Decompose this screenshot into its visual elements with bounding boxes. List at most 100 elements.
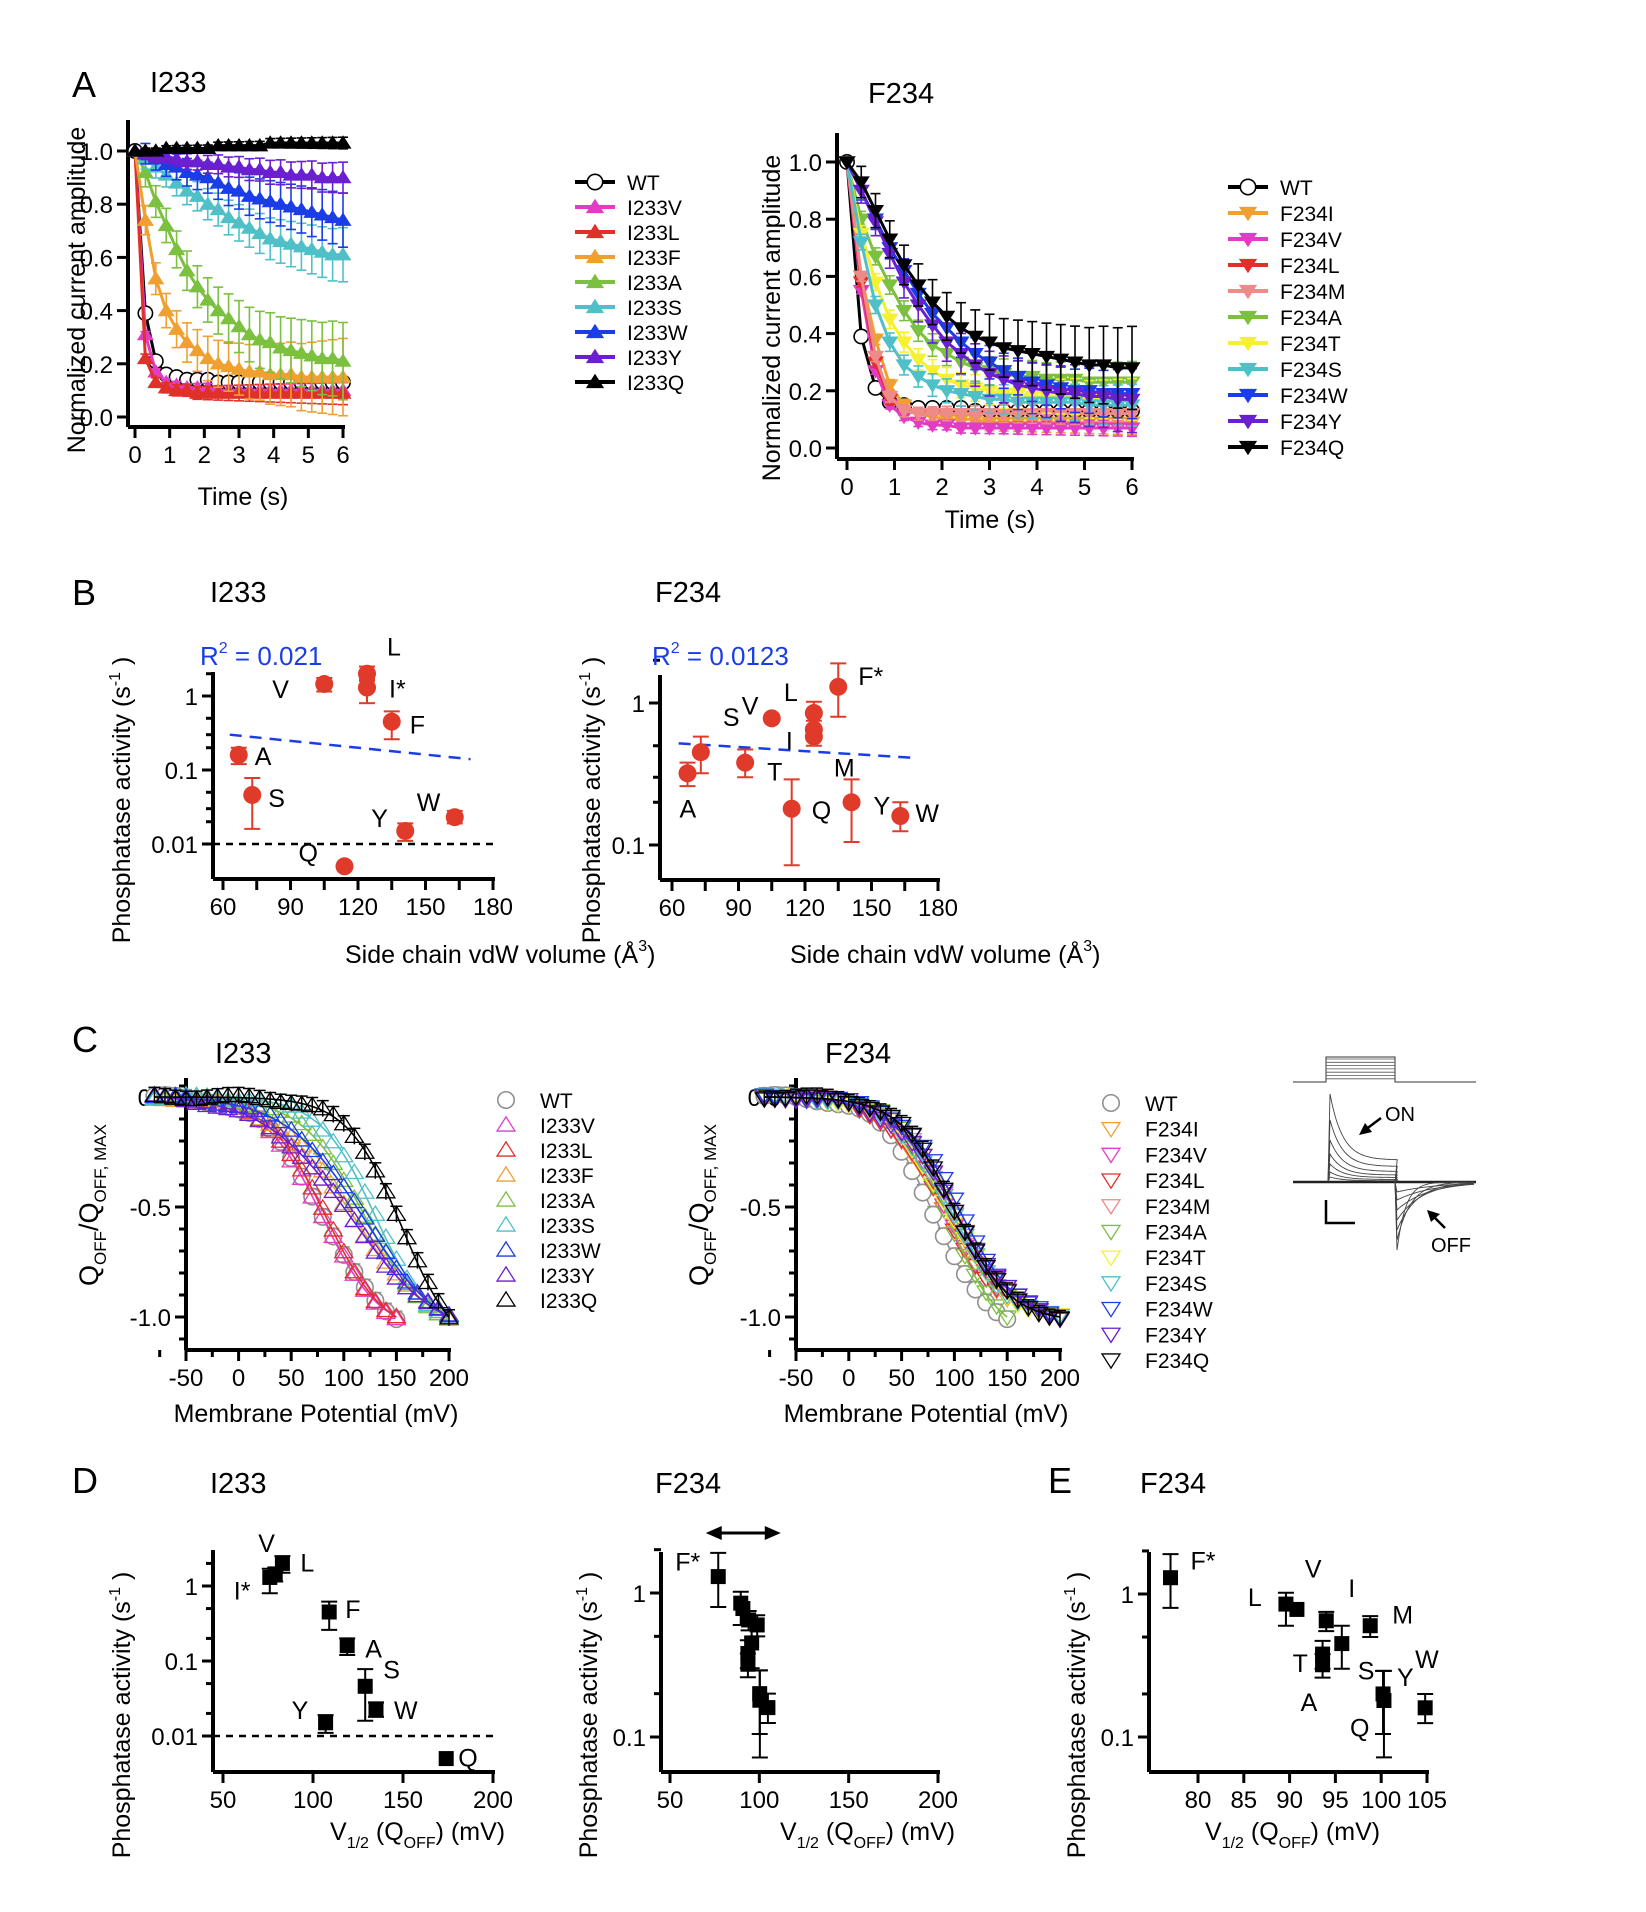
data-marker <box>270 1127 291 1144</box>
data-point <box>157 302 175 317</box>
panel-letter-c: C <box>72 1019 98 1060</box>
x-tick-label: 180 <box>918 895 958 922</box>
legend-label: F234T <box>1280 333 1341 356</box>
data-point <box>220 180 238 194</box>
data-point <box>909 279 927 293</box>
legend-marker <box>1100 1250 1122 1267</box>
point-label: M <box>1392 1602 1413 1630</box>
regression-line <box>678 742 916 760</box>
range-arrow-left-head <box>705 1526 722 1540</box>
data-point <box>282 135 300 149</box>
data-point-a: A <box>678 761 697 823</box>
data-point <box>866 204 885 219</box>
r-squared-sup: 2 <box>219 640 228 657</box>
data-point-m: M <box>804 725 855 783</box>
data-point <box>178 153 196 168</box>
data-marker <box>1018 1301 1039 1318</box>
legend-marker <box>585 248 605 264</box>
data-marker <box>396 1268 418 1286</box>
data-point <box>923 365 942 379</box>
y-axis-label: QOFF/QOFF, MAX <box>684 1124 720 1286</box>
data-marker <box>354 1182 376 1199</box>
data-point <box>136 143 154 157</box>
data-point <box>209 356 227 370</box>
point-label: Y <box>371 805 388 833</box>
gating-current-inset: ON OFF <box>1293 1056 1476 1257</box>
data-marker <box>323 1164 344 1181</box>
data-point <box>168 151 186 165</box>
point-label: F* <box>675 1549 700 1577</box>
y-tick-label: 0.1 <box>165 758 198 785</box>
point-label: S <box>723 704 740 732</box>
y-tick-label: -1.0 <box>130 1305 171 1332</box>
data-marker <box>986 1273 1007 1290</box>
data-point-f: F <box>382 710 425 741</box>
data-marker <box>344 1264 365 1281</box>
series-i233y <box>144 1085 460 1323</box>
x-tick-label: 150 <box>851 895 891 922</box>
legend-label: F234M <box>1280 281 1345 304</box>
data-marker <box>1334 1636 1350 1652</box>
data-point <box>292 201 310 216</box>
data-marker <box>944 1204 965 1221</box>
data-point <box>895 305 913 319</box>
data-marker <box>744 1635 760 1651</box>
data-point <box>923 408 942 422</box>
data-point <box>1094 359 1113 373</box>
x-tick-label: 150 <box>829 1787 869 1814</box>
legend-label: F234Q <box>1280 437 1344 460</box>
data-point <box>272 233 290 248</box>
x-label-part: (Q <box>369 1818 404 1846</box>
data-marker <box>842 793 861 812</box>
legend-item: F234Q <box>1100 1350 1209 1373</box>
data-point-w: W <box>368 1697 418 1725</box>
x-tick-label: 50 <box>657 1787 684 1814</box>
data-marker <box>804 727 823 746</box>
data-point <box>209 175 227 189</box>
data-point <box>292 345 310 359</box>
data-marker <box>417 1293 439 1310</box>
data-point <box>852 270 870 285</box>
data-point <box>178 382 196 397</box>
legend-label: WT <box>540 1090 573 1113</box>
x-label-part: OFF <box>404 1835 436 1852</box>
data-point <box>1037 350 1056 365</box>
x-tick-label: 0 <box>842 1365 855 1392</box>
data-marker <box>238 1104 260 1122</box>
data-point <box>938 385 956 399</box>
data-marker <box>357 1678 373 1694</box>
legend-marker <box>1100 1327 1122 1344</box>
x-label-part: ) (mV) <box>1311 1818 1380 1846</box>
data-marker <box>954 1225 976 1242</box>
legend-item: I233Y <box>495 1265 595 1288</box>
data-point <box>209 137 227 152</box>
legend-item: F234I <box>1228 203 1334 226</box>
data-marker <box>312 1207 333 1224</box>
data-point <box>261 135 279 149</box>
data-point-l: L <box>784 679 823 736</box>
data-point <box>188 140 206 155</box>
legend-marker <box>1238 440 1258 456</box>
data-marker <box>438 1751 454 1767</box>
data-point-s: S <box>243 776 285 830</box>
legend-label: F234I <box>1145 1119 1199 1142</box>
data-point <box>866 299 885 313</box>
data-marker <box>249 1101 270 1118</box>
data-point <box>157 379 175 394</box>
x-axis-label: Time (s) <box>198 483 289 511</box>
x-tick-label: 100 <box>324 1365 364 1392</box>
data-point <box>334 353 352 367</box>
legend-item: F234T <box>1100 1247 1206 1270</box>
legend-label: F234A <box>1280 307 1342 330</box>
data-marker <box>445 808 464 827</box>
legend-marker <box>585 373 605 389</box>
legend-item: F234M <box>1228 281 1345 304</box>
x-label-part: ) (mV) <box>436 1818 505 1846</box>
legend-item: WT <box>1101 1093 1178 1116</box>
data-point <box>895 359 913 373</box>
r-squared-rest: = 0.0123 <box>680 641 789 671</box>
data-marker <box>291 1136 312 1153</box>
data-marker <box>933 1182 955 1199</box>
data-marker <box>912 1139 933 1156</box>
y-axis-label: Phosphatase activity (s-1 ) <box>574 1572 603 1859</box>
